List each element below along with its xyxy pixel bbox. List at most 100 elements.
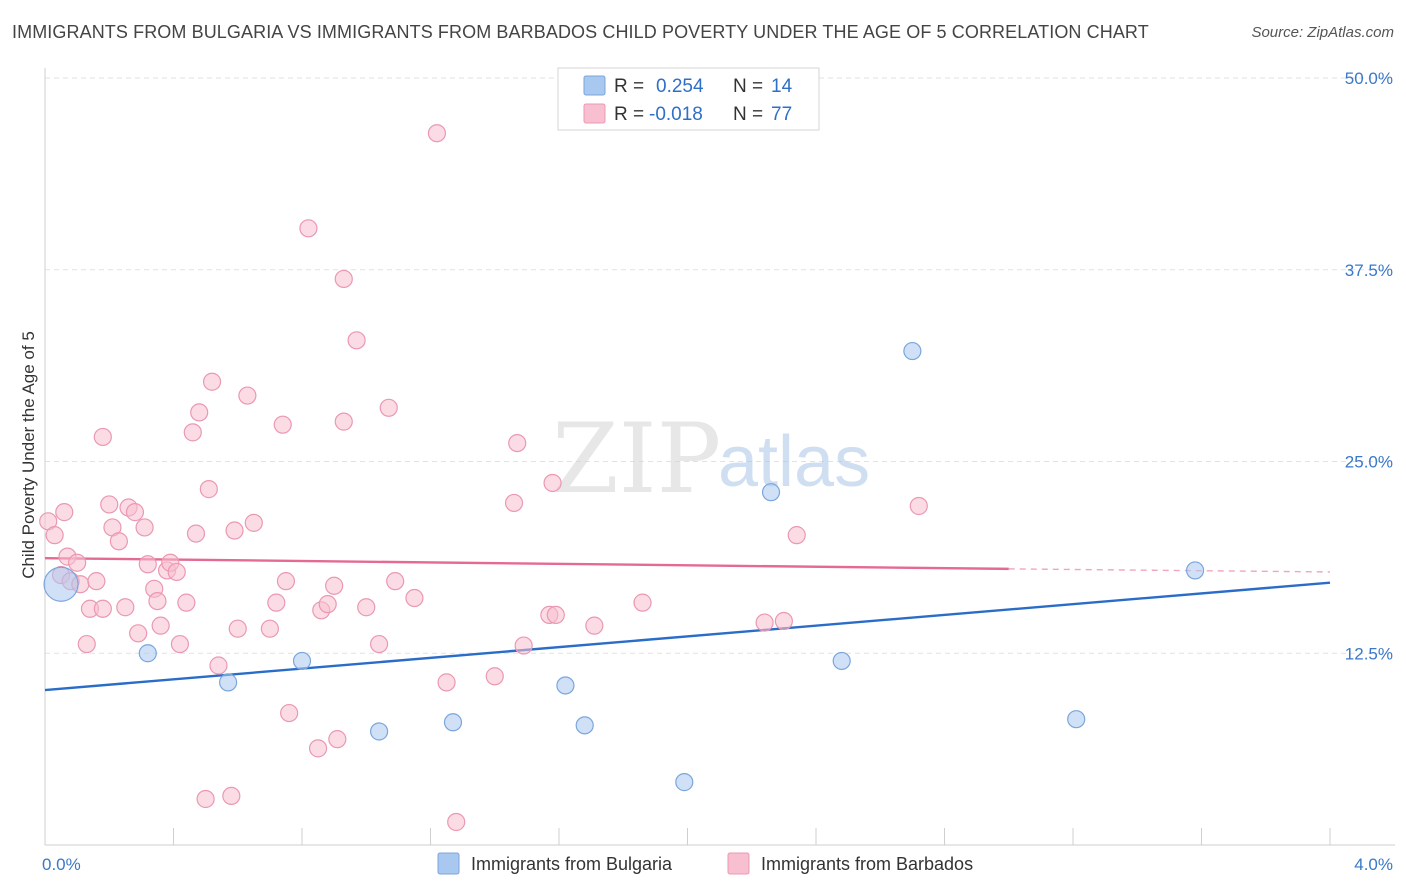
point-barbados [318, 595, 337, 614]
legend-swatch-barbados [583, 103, 606, 124]
point-barbados [170, 634, 190, 654]
point-barbados [546, 605, 565, 625]
watermark-atlas: atlas [718, 422, 870, 502]
legend-n-value-2: 77 [771, 104, 792, 125]
point-barbados [347, 331, 366, 350]
legend-r-label-1: R = [614, 76, 644, 97]
legend-n-label-2: N = [733, 104, 763, 125]
legend-r-value-2: -0.018 [649, 104, 703, 125]
point-barbados [186, 524, 206, 543]
point-barbados [633, 593, 652, 612]
point-barbados [543, 473, 562, 493]
point-barbados [222, 786, 241, 806]
y-tick-labels: 12.5% 25.0% 37.5% 50.0% [1345, 69, 1393, 663]
point-barbados [77, 634, 96, 654]
x-tick-label: 4.0% [1354, 855, 1393, 874]
point-barbados [774, 611, 793, 631]
point-barbados [228, 619, 247, 638]
bottom-legend-bulgaria: Immigrants from Bulgaria [471, 854, 673, 874]
watermark-zip: ZIP [552, 403, 721, 515]
point-barbados [55, 503, 74, 522]
point-barbados [280, 703, 299, 723]
point-bulgaria [43, 566, 79, 602]
point-barbados [299, 219, 318, 238]
axes [44, 68, 1395, 846]
point-barbados [334, 412, 353, 431]
point-barbados [276, 572, 296, 591]
trend-line-barbados-extension [1008, 568, 1331, 573]
point-barbados [325, 576, 344, 595]
point-bulgaria [1185, 561, 1205, 580]
point-barbados [148, 591, 167, 611]
point-bulgaria [761, 483, 781, 502]
series-legend: Immigrants from Bulgaria Immigrants from… [437, 852, 973, 875]
point-bulgaria [370, 722, 389, 741]
point-bulgaria [443, 713, 463, 732]
point-barbados [909, 496, 928, 516]
trend-lines [44, 556, 1331, 692]
point-barbados [183, 423, 202, 442]
point-barbados [199, 480, 218, 499]
point-bulgaria [1067, 710, 1086, 729]
point-barbados [125, 503, 145, 522]
trend-line-barbados [44, 556, 1009, 571]
point-barbados [68, 553, 87, 572]
point-barbados [151, 616, 170, 635]
point-barbados [447, 812, 466, 832]
source-credit: Source: ZipAtlas.com [1251, 24, 1394, 41]
data-points [39, 124, 1205, 832]
watermark: ZIP atlas [552, 403, 870, 515]
point-barbados [93, 427, 112, 447]
point-bulgaria [292, 651, 312, 671]
point-barbados [225, 521, 244, 540]
point-barbados [334, 269, 353, 289]
point-barbados [209, 656, 228, 675]
point-barbados [485, 667, 504, 686]
point-barbados [357, 598, 376, 617]
y-tick-label: 37.5% [1345, 261, 1393, 280]
point-bulgaria [219, 673, 238, 692]
y-tick-label: 12.5% [1345, 644, 1393, 663]
point-barbados [177, 593, 196, 612]
point-barbados [116, 598, 135, 617]
point-barbados [244, 513, 263, 532]
point-bulgaria [903, 341, 922, 361]
point-barbados [755, 613, 774, 632]
point-barbados [328, 730, 347, 749]
chart-title: IMMIGRANTS FROM BULGARIA VS IMMIGRANTS F… [12, 22, 1149, 42]
legend-swatch-bulgaria [583, 75, 606, 96]
y-tick-label: 50.0% [1345, 69, 1393, 88]
point-bulgaria [832, 651, 851, 671]
point-barbados [135, 518, 154, 537]
bottom-swatch-bulgaria [437, 852, 460, 875]
point-barbados [370, 634, 389, 654]
point-barbados [260, 619, 279, 638]
point-barbados [138, 555, 157, 574]
point-barbados [238, 386, 257, 405]
point-barbados [109, 532, 128, 551]
y-tick-label: 25.0% [1345, 453, 1393, 472]
bottom-swatch-barbados [727, 852, 750, 875]
point-barbados [267, 593, 286, 612]
y-axis-label: Child Poverty Under the Age of 5 [19, 331, 38, 579]
point-barbados [190, 403, 209, 422]
x-tick-label: 0.0% [42, 855, 81, 874]
legend-r-value-1: 0.254 [656, 76, 704, 97]
legend-r-label-2: R = [614, 104, 644, 125]
point-barbados [386, 572, 405, 591]
point-barbados [87, 572, 106, 591]
legend-n-value-1: 14 [771, 76, 793, 97]
point-bulgaria [138, 644, 157, 663]
point-barbados [196, 789, 215, 809]
point-barbados [514, 636, 533, 655]
point-barbados [308, 739, 328, 758]
point-barbados [437, 673, 456, 692]
x-tick-labels: 0.0% 4.0% [42, 855, 1393, 874]
point-barbados [427, 124, 447, 143]
point-barbados [504, 493, 524, 513]
point-barbados [787, 526, 806, 545]
legend-n-label-1: N = [733, 76, 763, 97]
point-bulgaria [575, 716, 594, 735]
point-barbados [100, 495, 119, 514]
